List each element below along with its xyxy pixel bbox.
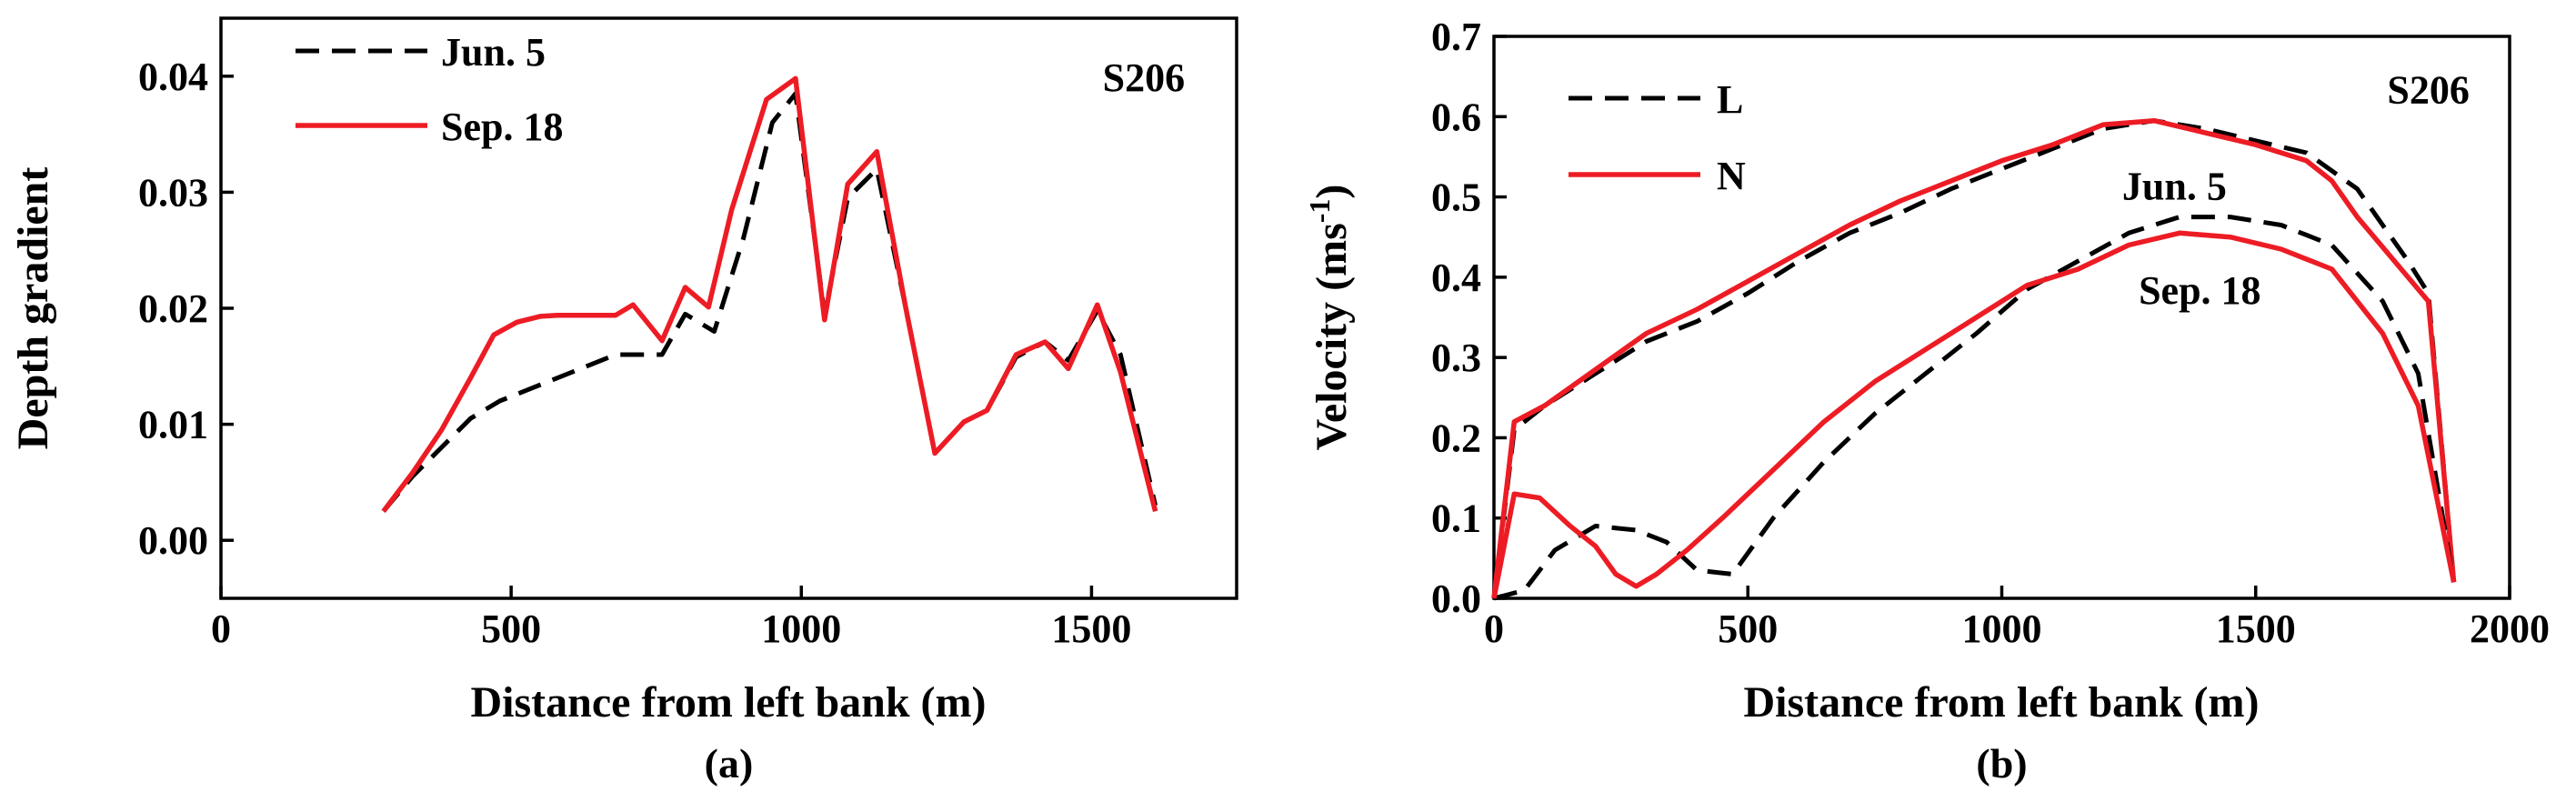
series-line-dashed xyxy=(381,91,1158,513)
legend-label: Sep. 18 xyxy=(441,105,563,149)
chart-panel-a: 0 500 1000 1500 0.00 0.01 0.02 0.03 0.04 Distance… xyxy=(9,16,1238,787)
annotation: S206 xyxy=(2387,67,2469,112)
series-line-solid xyxy=(1491,117,2457,599)
series-line-solid xyxy=(381,75,1158,513)
x-tick-label: 0 xyxy=(1484,607,1504,651)
y-tick-label: 0.5 xyxy=(1431,175,1481,220)
legend-label: Jun. 5 xyxy=(441,30,546,75)
x-tick-label: 1000 xyxy=(761,607,841,651)
panel-tag: (b) xyxy=(1976,740,2027,787)
x-tick-label: 500 xyxy=(481,607,541,651)
y-tick-label: 0.6 xyxy=(1431,95,1481,139)
x-tick-label: 500 xyxy=(1718,607,1778,651)
plot-frame xyxy=(219,16,1238,600)
x-tick-label: 1000 xyxy=(1962,607,2042,651)
y-tick-label: 0.4 xyxy=(1431,256,1481,300)
y-tick-label: 0.02 xyxy=(138,286,208,331)
series-line-dashed xyxy=(1493,215,2457,601)
x-tick-label: 0 xyxy=(211,607,231,651)
y-tick-label: 0.7 xyxy=(1431,15,1481,59)
series-line-dashed xyxy=(1491,118,2457,599)
y-tick-label: 0.1 xyxy=(1431,496,1481,541)
x-axis-title: Distance from left bank (m) xyxy=(470,678,986,727)
chart-panel-b: 0 500 1000 1500 2000 0.0 0.1 0.2 0.3 0.4 0.5 0.6 0.7… xyxy=(1303,15,2550,787)
panel-tag: (a) xyxy=(705,740,754,787)
annotation: Sep. 18 xyxy=(2139,268,2260,313)
annotation: Jun. 5 xyxy=(2122,164,2227,208)
y-axis-title: Velocity (ms-1) xyxy=(1303,185,1356,451)
annotation: S206 xyxy=(1103,55,1185,100)
y-axis-title-superscript: -1 xyxy=(1303,199,1336,224)
x-tick-label: 1500 xyxy=(1051,607,1131,651)
x-tick-label: 1500 xyxy=(2216,607,2296,651)
x-axis-title: Distance from left bank (m) xyxy=(1743,678,2259,727)
x-tick-label: 2000 xyxy=(2470,607,2550,651)
legend-label: L xyxy=(1717,77,1743,122)
y-tick-label: 0.01 xyxy=(138,403,208,447)
y-tick-label: 0.00 xyxy=(138,518,208,563)
plot-frame xyxy=(1492,35,2511,600)
y-tick-label: 0.2 xyxy=(1431,416,1481,460)
y-axis-title: Depth gradient xyxy=(9,167,57,450)
y-tick-label: 0.03 xyxy=(138,170,208,215)
y-tick-label: 0.0 xyxy=(1431,576,1481,621)
y-tick-label: 0.04 xyxy=(138,55,208,99)
legend-label: N xyxy=(1717,154,1746,198)
y-tick-label: 0.3 xyxy=(1431,336,1481,380)
series-line-solid xyxy=(1491,230,2457,599)
